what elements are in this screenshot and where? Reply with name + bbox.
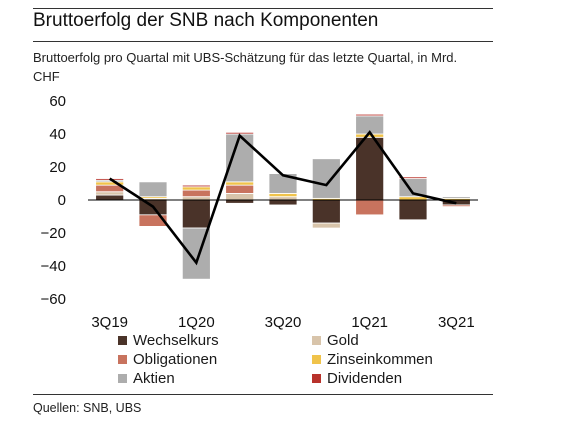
- total-line: [108, 130, 457, 266]
- bar-segment-wechselkurs: [311, 199, 341, 224]
- y-tick-label: −20: [41, 225, 66, 242]
- bar-segment-aktien: [225, 133, 255, 183]
- y-tick-label: 60: [49, 93, 66, 110]
- bar-segment-obligationen: [181, 189, 211, 198]
- y-tick-label: 40: [49, 126, 66, 143]
- bar-segment-aktien: [138, 181, 168, 198]
- bar-segment-dividenden: [355, 113, 385, 117]
- x-tick-label: 3Q19: [91, 314, 128, 331]
- title-rule: [33, 41, 493, 42]
- bar-segment-dividenden: [181, 184, 211, 188]
- y-tick-label: −40: [41, 258, 66, 275]
- bar-segment-dividenden: [398, 176, 428, 179]
- y-tick-label: 20: [49, 159, 66, 176]
- bar-segment-obligationen: [355, 199, 385, 216]
- x-tick-label: 1Q21: [351, 314, 388, 331]
- bar-segment-zinseinkommen: [225, 181, 255, 186]
- bar-segment-zinseinkommen: [268, 192, 298, 198]
- bar-segment-obligationen: [225, 184, 255, 194]
- bar-segment-dividenden: [225, 131, 255, 135]
- bar-segment-obligationen: [441, 204, 471, 207]
- bar-segment-wechselkurs: [398, 199, 428, 221]
- y-tick-label: −60: [41, 291, 66, 308]
- x-tick-label: 1Q20: [178, 314, 215, 331]
- bar-segment-wechselkurs: [181, 199, 211, 229]
- bar-segment-gold: [95, 191, 125, 196]
- chart-subtitle: Bruttoerfolg pro Quartal mit UBS-Schätzu…: [33, 50, 458, 84]
- top-rule: [33, 8, 493, 9]
- bar-segment-wechselkurs: [268, 199, 298, 206]
- y-tick-label: 0: [58, 192, 66, 209]
- source-note: Quellen: SNB, UBS: [33, 401, 142, 415]
- chart-title: Bruttoerfolg der SNB nach Komponenten: [33, 10, 379, 31]
- x-tick-label: 3Q21: [438, 314, 475, 331]
- bar-segment-wechselkurs: [355, 136, 385, 201]
- bar-segment-obligationen: [138, 214, 168, 227]
- x-tick-label: 3Q20: [265, 314, 302, 331]
- bar-segment-gold: [225, 192, 255, 201]
- bar-segment-zinseinkommen: [181, 186, 211, 191]
- bar-segment-gold: [311, 222, 341, 229]
- bar-segment-aktien: [441, 196, 471, 199]
- bar-segment-aktien: [311, 158, 341, 199]
- bar-segment-wechselkurs: [95, 194, 125, 201]
- source-rule: [33, 394, 493, 395]
